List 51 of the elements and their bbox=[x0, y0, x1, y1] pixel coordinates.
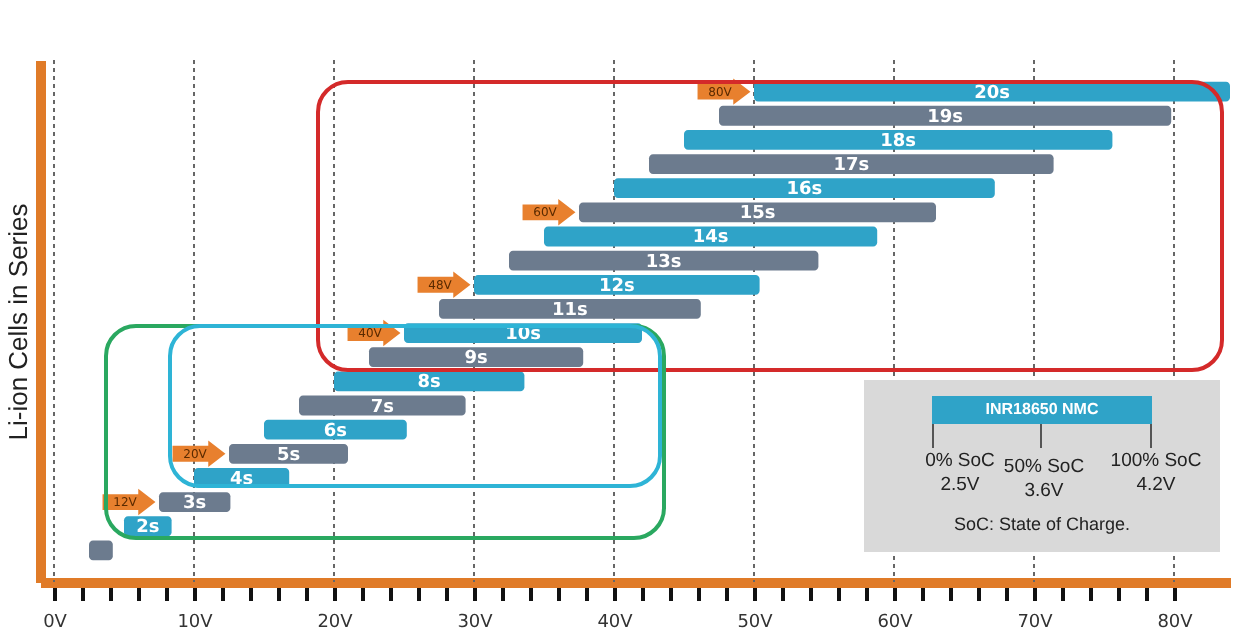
x-tick-label: 0V bbox=[43, 613, 69, 632]
bar bbox=[509, 250, 819, 271]
bar bbox=[334, 371, 525, 392]
y-tick-label: 5s bbox=[276, 445, 301, 466]
annotation: SoC: State of Charge. bbox=[951, 512, 1133, 536]
annotation: 0% SoC bbox=[925, 450, 995, 472]
x-tick-label: 70V bbox=[1017, 613, 1055, 632]
x-tick-label: 50V bbox=[737, 613, 775, 632]
bar bbox=[264, 419, 407, 440]
label-tag: INR18650 NMC bbox=[932, 396, 1152, 424]
bar bbox=[369, 347, 584, 368]
bar bbox=[579, 202, 936, 223]
y-tick-label: 14s bbox=[692, 228, 729, 249]
y-tick-label: 17s bbox=[833, 156, 870, 177]
x-tick-label: 40V bbox=[597, 613, 635, 632]
y-tick-label: 20s bbox=[974, 83, 1010, 104]
y-tick-label: 15s bbox=[739, 204, 776, 225]
y-tick-label: 13s bbox=[645, 252, 682, 273]
x-tick-label: 20V bbox=[317, 613, 355, 632]
annotation: 100% SoC bbox=[1108, 450, 1204, 474]
bar bbox=[474, 274, 760, 295]
bar bbox=[89, 540, 113, 561]
bar bbox=[299, 395, 466, 416]
y-tick-label: 2s bbox=[136, 518, 160, 539]
y-tick-label: 7s bbox=[370, 397, 394, 418]
x-tick-label: 10V bbox=[177, 613, 215, 632]
y-tick-label: 8s bbox=[417, 373, 441, 394]
y-axis-title: Li-ion Cells in Series bbox=[3, 202, 33, 441]
bar bbox=[719, 105, 1172, 126]
bar bbox=[614, 178, 995, 199]
annotation: 4.2V bbox=[1134, 474, 1178, 498]
y-tick-label: 3s bbox=[183, 494, 207, 515]
x-tick-label: 30V bbox=[457, 613, 495, 632]
bar bbox=[544, 226, 878, 247]
x-tick-label: 80V bbox=[1157, 613, 1195, 632]
bar bbox=[229, 443, 348, 464]
y-tick-label: 4s bbox=[229, 469, 254, 490]
y-tick-label: 12s bbox=[598, 276, 635, 297]
annotation: 3.6V bbox=[1024, 480, 1064, 502]
y-tick-label: 9s bbox=[464, 349, 488, 370]
y-tick-label: 19s bbox=[927, 107, 963, 128]
bar bbox=[684, 130, 1113, 150]
y-tick-label: 16s bbox=[786, 180, 823, 201]
y-tick-label: 18s bbox=[880, 131, 917, 152]
y-tick-label: 6s bbox=[323, 421, 348, 442]
y-tick-label: 11s bbox=[552, 300, 588, 321]
bar bbox=[649, 154, 1054, 174]
bar bbox=[439, 299, 701, 319]
annotation: 2.5V bbox=[940, 474, 980, 496]
annotation: 50% SoC bbox=[1003, 456, 1085, 478]
x-tick-label: 60V bbox=[877, 613, 915, 632]
